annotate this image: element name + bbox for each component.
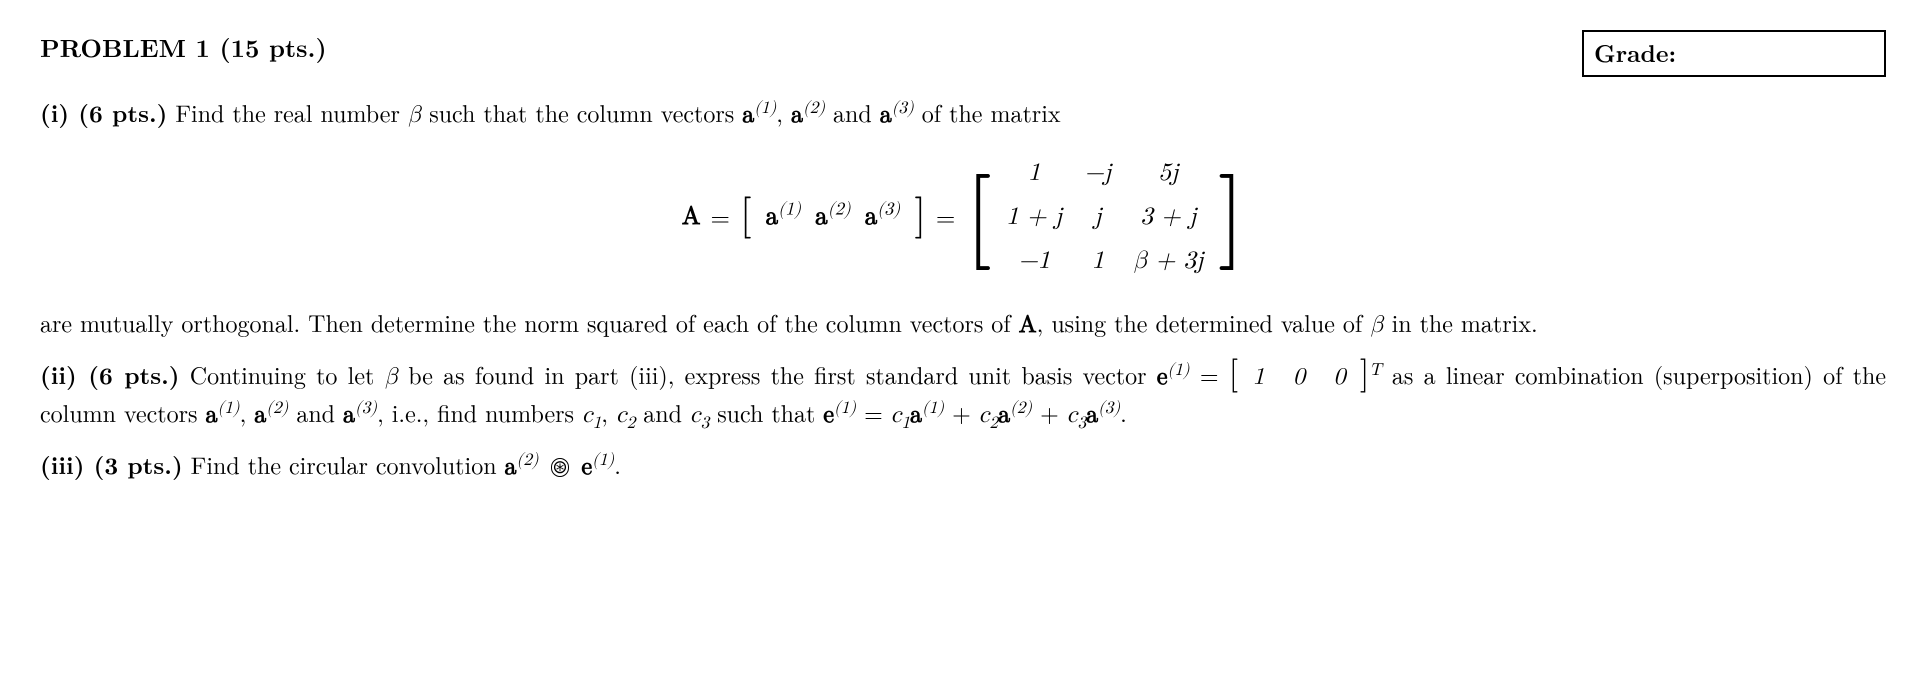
vector-a2: a(2) — [505, 455, 539, 479]
text: , — [601, 395, 616, 429]
period: . — [614, 447, 621, 481]
grade-label: Grade: — [1594, 36, 1676, 70]
plus-sign: + — [1032, 395, 1067, 429]
text: Find the circular convolution — [183, 447, 505, 481]
text: such that the column vectors — [421, 95, 742, 129]
matrix-cell: j — [1094, 199, 1102, 235]
plus-sign: + — [944, 395, 979, 429]
matrix-cell: −1 — [1018, 243, 1050, 279]
column-label-row: a(1) a(2) a(3) — [762, 199, 905, 235]
beta-symbol: β — [385, 365, 398, 389]
text: , — [240, 395, 255, 429]
part-i-label: (i) (6 pts.) — [40, 96, 167, 130]
matrix-cell: 5j — [1158, 155, 1178, 191]
vector-a2: a(2) — [791, 103, 825, 127]
right-bracket-icon: ] — [1218, 186, 1245, 248]
matrix-cell: 1 — [1092, 243, 1105, 279]
beta-symbol: β — [1370, 313, 1383, 337]
matrix-A: A — [682, 199, 701, 235]
matrix-equation: A = [ a(1) a(2) a(3) ] = [ 1 1 + j −1 −j… — [40, 155, 1886, 280]
part-ii: (ii) (6 pts.) Continuing to let β be as … — [40, 357, 1886, 433]
text: and — [288, 395, 343, 429]
part-ii-label: (ii) (6 pts.) — [40, 358, 180, 392]
matrix-cell: 1 — [1028, 155, 1041, 191]
part-i-followup: are mutually orthogonal. Then determine … — [40, 305, 1886, 343]
left-bracket-icon: [ — [965, 186, 992, 248]
vector-e1: e(1) — [581, 455, 614, 479]
transpose-sup: T — [1369, 362, 1381, 379]
text: in the matrix. — [1384, 305, 1538, 339]
matrix-cell: β + 3j — [1133, 243, 1203, 279]
header-row: PROBLEM 1 (15 pts.) Grade: — [40, 30, 1886, 77]
part-i-intro: (i) (6 pts.) Find the real number β such… — [40, 95, 1886, 133]
coef-c2: c2 — [616, 403, 635, 427]
col-label-a1: a(1) — [766, 199, 802, 235]
text: and — [825, 95, 880, 129]
vector-a3: a(3) — [880, 103, 914, 127]
problem-title: PROBLEM 1 (15 pts.) — [40, 30, 327, 66]
matrix-cell: −j — [1084, 155, 1111, 191]
text: are mutually orthogonal. Then determine … — [40, 305, 1019, 339]
rowvec-entry: 0 — [1293, 365, 1305, 389]
text: Find the real number — [167, 95, 407, 129]
matrix-body: 1 1 + j −1 −j j 1 5j 3 + j β + 3j — [1002, 155, 1207, 280]
vector-a2: a(2) — [254, 403, 288, 427]
vector-e1: e(1) — [1157, 365, 1190, 389]
part-iii: (iii) (3 pts.) Find the circular convolu… — [40, 447, 1886, 485]
matrix-A: A — [1019, 313, 1037, 337]
rowvec-entry: 1 — [1252, 365, 1264, 389]
left-bracket-icon: [ — [1229, 357, 1238, 391]
vector-e1: e(1) — [823, 403, 856, 427]
text: and — [635, 395, 690, 429]
term-c3a3: c3a(3) — [1067, 403, 1120, 427]
col-label-a3: a(3) — [865, 199, 901, 235]
coef-c3: c3 — [690, 403, 709, 427]
matrix-col-2: −j j 1 — [1084, 155, 1111, 280]
right-bracket-icon: ] — [914, 204, 926, 229]
text: , — [776, 95, 791, 129]
text: of the matrix — [914, 95, 1061, 129]
rowvec-entry: 0 — [1334, 365, 1346, 389]
term-c1a1: c1a(1) — [891, 403, 944, 427]
vector-a1: a(1) — [206, 403, 240, 427]
text: , using the determined value of — [1037, 305, 1371, 339]
period: . — [1120, 395, 1127, 429]
beta-symbol: β — [408, 103, 421, 127]
equals-sign: = — [1190, 357, 1229, 391]
term-c2a2: c2a(2) — [979, 403, 1032, 427]
text: Continuing to let — [180, 357, 385, 391]
left-bracket-icon: [ — [740, 204, 752, 229]
vector-a3: a(3) — [343, 403, 377, 427]
part-iii-label: (iii) (3 pts.) — [40, 448, 183, 482]
text: be as found in part (iii), express the f… — [398, 357, 1157, 391]
text: , i.e., find numbers — [377, 395, 582, 429]
coef-c1: c1 — [582, 403, 601, 427]
matrix-cell: 1 + j — [1006, 199, 1062, 235]
col-label-a2: a(2) — [815, 199, 851, 235]
matrix-col-1: 1 1 + j −1 — [1006, 155, 1062, 280]
vector-a1: a(1) — [742, 103, 776, 127]
equals-sign: = — [856, 395, 891, 429]
grade-box: Grade: — [1582, 30, 1886, 77]
circ-conv-icon: ⊛ — [551, 458, 570, 477]
right-bracket-icon: ] — [1360, 357, 1369, 391]
matrix-cell: 3 + j — [1140, 199, 1196, 235]
text: such that — [709, 395, 823, 429]
equals-sign: = — [936, 199, 955, 235]
equals-sign: = — [711, 199, 730, 235]
matrix-col-3: 5j 3 + j β + 3j — [1133, 155, 1203, 280]
